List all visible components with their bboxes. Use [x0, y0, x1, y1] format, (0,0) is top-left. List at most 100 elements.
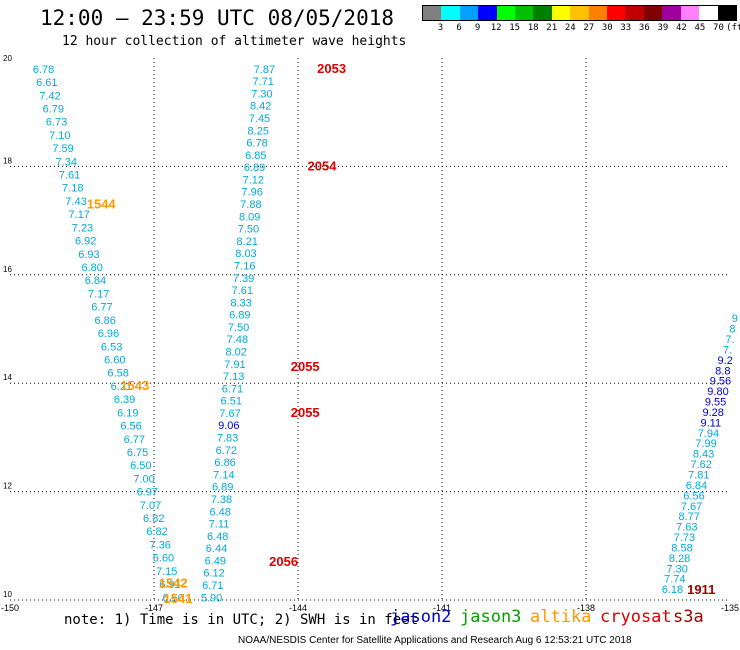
wave-height-value: 7.88 — [240, 199, 261, 211]
color-scale-label: 45 — [694, 23, 706, 33]
wave-height-value: 7.30 — [666, 563, 687, 575]
wave-height-value: 8.25 — [248, 125, 269, 137]
wave-height-value: 8.09 — [239, 211, 260, 223]
wave-height-value: 7.94 — [698, 428, 719, 440]
pass-time-label: 2055 — [291, 405, 320, 420]
wave-height-value: 6.79 — [43, 103, 64, 115]
x-tick-label: -141 — [433, 603, 451, 613]
wave-height-value: 9.80 — [707, 386, 728, 398]
wave-height-value: 7.67 — [681, 501, 702, 513]
wave-height-value: 7.91 — [224, 359, 245, 371]
color-scale-label: 30 — [601, 23, 613, 33]
legend-jason3: jason3 — [460, 607, 522, 627]
wave-height-value: 7.50 — [228, 322, 249, 334]
wave-height-value: 7.81 — [688, 470, 709, 482]
wave-height-value: 8.58 — [671, 542, 692, 554]
color-swatch — [515, 6, 534, 20]
color-swatch — [699, 6, 718, 20]
color-swatch — [625, 6, 644, 20]
wave-height-value: 6.72 — [216, 445, 237, 457]
color-swatch — [588, 6, 608, 20]
wave-height-value: 6.96 — [98, 328, 119, 340]
wave-height-value: 7.39 — [233, 273, 254, 285]
wave-height-value: 6.89 — [244, 162, 265, 174]
wave-height-value: 6.53 — [101, 341, 122, 353]
color-scale-label: 6 — [456, 23, 462, 33]
wave-height-value: 6.77 — [91, 302, 112, 314]
wave-height-value: 7.34 — [56, 156, 77, 168]
wave-height-value: 8.8 — [715, 365, 730, 377]
wave-height-value: 6.84 — [686, 480, 707, 492]
x-tick-label: -150 — [1, 603, 19, 613]
wave-height-value: 7. — [725, 334, 734, 346]
pass-time-label: 2056 — [269, 554, 298, 569]
x-tick-label: -144 — [289, 603, 307, 613]
credit-line: NOAA/NESDIS Center for Satellite Applica… — [238, 635, 632, 646]
wave-height-value: 6.86 — [214, 457, 235, 469]
color-scale-label: 12 — [490, 23, 502, 33]
wave-height-value: 7.63 — [676, 522, 697, 534]
legend-jason2: jason2 — [390, 607, 452, 627]
pass-time-label: 2055 — [291, 359, 320, 374]
wave-height-value: 9.28 — [702, 407, 723, 419]
wave-height-value: 7.67 — [219, 408, 240, 420]
wave-height-value: 6.48 — [209, 506, 230, 518]
wave-height-value: 6.86 — [94, 315, 115, 327]
wave-height-value: 6.73 — [46, 117, 67, 129]
color-swatch — [643, 6, 663, 20]
wave-height-value: 6.49 — [205, 555, 226, 567]
wave-height-value: 7.30 — [251, 88, 272, 100]
wave-height-value: 6.19 — [117, 407, 138, 419]
color-swatch — [570, 6, 589, 20]
wave-height-value: 7.48 — [227, 334, 248, 346]
color-scale-label: 24 — [564, 23, 576, 33]
wave-height-value: 6.71 — [222, 383, 243, 395]
wave-height-value: 7.12 — [243, 174, 264, 186]
color-scale-label: (ft) — [726, 23, 740, 33]
wave-height-value: 7.50 — [238, 224, 259, 236]
y-tick-label: 14 — [3, 373, 12, 382]
wave-height-value: 9.06 — [218, 420, 239, 432]
x-tick-label: -138 — [577, 603, 595, 613]
wave-height-value: 7.00 — [133, 473, 154, 485]
wave-height-value: 7.43 — [65, 196, 86, 208]
wave-height-value: 7.18 — [62, 183, 83, 195]
wave-height-value: 6.97 — [137, 487, 158, 499]
legend-s3a: s3a — [673, 607, 704, 627]
wave-height-value: 6.50 — [130, 460, 151, 472]
wave-height-value: 6.39 — [114, 394, 135, 406]
color-scale-label: 42 — [675, 23, 687, 33]
wave-height-value: 7.74 — [664, 574, 685, 586]
wave-height-value: 6.58 — [107, 368, 128, 380]
wave-height-value: 7.62 — [690, 459, 711, 471]
pass-time-label: 1911 — [687, 582, 715, 597]
color-swatch — [496, 6, 516, 20]
x-tick-label: -147 — [145, 603, 163, 613]
wave-height-value: 6.51 — [221, 396, 242, 408]
y-tick-label: 10 — [3, 590, 12, 599]
pass-time-label: 1544 — [87, 196, 117, 211]
wave-height-value: 7.16 — [234, 260, 255, 272]
wave-height-value: 7.99 — [695, 438, 716, 450]
wave-height-value: 6.50 — [162, 592, 183, 604]
wave-height-value: 6.80 — [81, 262, 102, 274]
color-scale-label: 70 — [713, 23, 724, 33]
wave-height-value: 6.84 — [85, 275, 106, 287]
wave-height-value: 7.17 — [69, 209, 90, 221]
legend-altika: altika — [530, 607, 592, 627]
wave-height-value: 7.17 — [88, 288, 109, 300]
pass-time-label: 2054 — [308, 158, 338, 173]
wave-height-value: 6.89 — [229, 310, 250, 322]
y-tick-label: 16 — [3, 265, 12, 274]
wave-height-value: 9.11 — [701, 417, 722, 429]
wave-height-value: 7.61 — [232, 285, 253, 297]
pass-time-label: 1542 — [159, 576, 188, 591]
color-swatch — [662, 6, 681, 20]
wave-height-value: 6.91 — [159, 579, 180, 591]
wave-height-value: 7.14 — [213, 469, 234, 481]
wave-height-value: 7.71 — [252, 76, 273, 88]
wave-height-value: 6.48 — [207, 531, 228, 543]
wave-height-value: 7.45 — [249, 113, 270, 125]
